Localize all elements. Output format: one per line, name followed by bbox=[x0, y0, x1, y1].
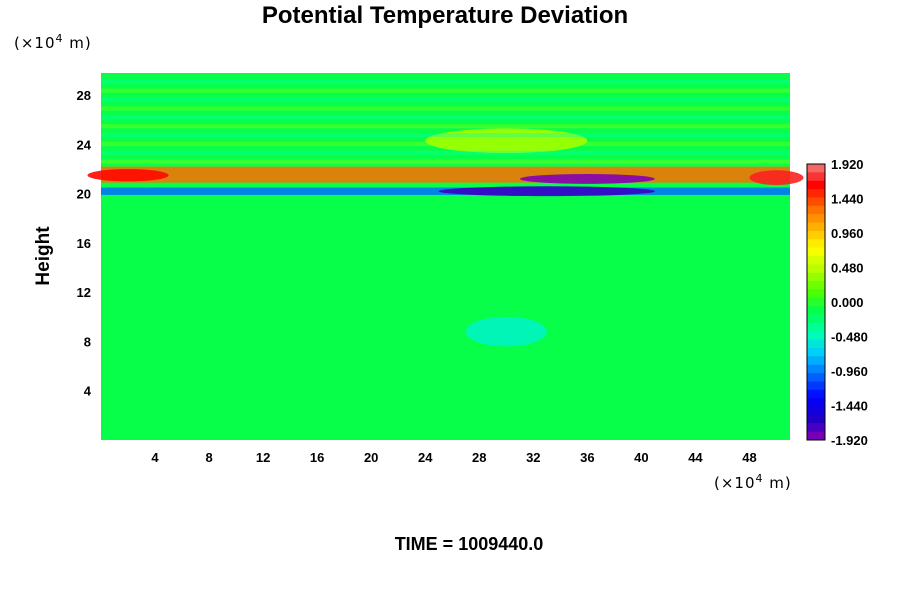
x-tick-label: 40 bbox=[634, 450, 648, 465]
time-label: TIME = 1009440.0 bbox=[395, 534, 544, 554]
colorbar-segment bbox=[807, 381, 825, 391]
colorbar-segment bbox=[807, 256, 825, 265]
field-anomaly bbox=[749, 170, 804, 186]
field-anomaly bbox=[519, 173, 655, 184]
colorbar-label: 0.960 bbox=[831, 226, 864, 241]
x-axis-ticks: 4 8 12 16 20 24 28 32 36 40 44 48 bbox=[151, 450, 756, 465]
y-tick-label: 12 bbox=[77, 285, 91, 300]
colorbar-segment bbox=[807, 164, 825, 173]
y-tick-label: 16 bbox=[77, 236, 91, 251]
upper-ripples bbox=[101, 79, 790, 164]
x-tick-label: 8 bbox=[205, 450, 212, 465]
colorbar-segment bbox=[807, 230, 825, 240]
plot-area bbox=[87, 73, 804, 440]
colorbar-segment bbox=[807, 264, 825, 274]
colorbar-segment bbox=[807, 180, 825, 190]
colorbar-segment bbox=[807, 189, 825, 198]
y-tick-label: 28 bbox=[77, 88, 91, 103]
colorbar-segment bbox=[807, 373, 825, 382]
colorbar-segment bbox=[807, 331, 825, 341]
y-tick-label: 20 bbox=[77, 187, 91, 202]
colorbar-segment bbox=[807, 423, 825, 433]
field-band bbox=[101, 166, 790, 183]
colorbar-segment bbox=[807, 348, 825, 357]
y-axis-ticks: 4 8 12 16 20 24 28 bbox=[77, 88, 92, 399]
x-tick-label: 12 bbox=[256, 450, 270, 465]
x-tick-label: 24 bbox=[418, 450, 433, 465]
colorbar-segment bbox=[807, 322, 825, 332]
colorbar-label: -0.480 bbox=[831, 330, 868, 345]
colorbar-segment bbox=[807, 356, 825, 366]
x-axis-unit: (×104 m) bbox=[714, 472, 792, 492]
colorbar-segment bbox=[807, 214, 825, 223]
colorbar-label: 1.920 bbox=[831, 157, 864, 172]
colorbar-segment bbox=[807, 281, 825, 290]
colorbar-segment bbox=[807, 398, 825, 407]
field-anomaly bbox=[425, 128, 588, 154]
ripple-stripe bbox=[101, 124, 790, 129]
colorbar-segment bbox=[807, 431, 825, 441]
colorbar-segment bbox=[807, 272, 825, 282]
colorbar-segment bbox=[807, 239, 825, 249]
x-tick-label: 4 bbox=[151, 450, 159, 465]
ripple-stripe bbox=[101, 106, 790, 111]
ripple-stripe bbox=[101, 88, 790, 93]
x-tick-label: 44 bbox=[688, 450, 703, 465]
field-anomaly bbox=[438, 186, 655, 197]
ripple-stripe bbox=[101, 159, 790, 164]
colorbar: 1.920 1.440 0.960 0.480 0.000 -0.480 -0.960 -1.… bbox=[806, 157, 868, 448]
y-tick-label: 24 bbox=[77, 137, 92, 152]
y-axis-label: Height bbox=[33, 226, 54, 286]
colorbar-segment bbox=[807, 222, 825, 232]
colorbar-segment bbox=[807, 297, 825, 307]
colorbar-segment bbox=[807, 289, 825, 299]
ripple-stripe bbox=[101, 133, 790, 138]
colorbar-segment bbox=[807, 414, 825, 424]
colorbar-label: -0.960 bbox=[831, 364, 868, 379]
colorbar-segment bbox=[807, 406, 825, 416]
ripple-stripe bbox=[101, 97, 790, 102]
ripple-stripe bbox=[101, 79, 790, 84]
colorbar-segment bbox=[807, 314, 825, 324]
ripple-stripe bbox=[101, 141, 790, 146]
ripple-stripe bbox=[101, 150, 790, 155]
colorbar-label: 0.480 bbox=[831, 261, 864, 276]
x-tick-label: 48 bbox=[742, 450, 756, 465]
x-tick-label: 32 bbox=[526, 450, 540, 465]
field-anomaly bbox=[87, 169, 169, 182]
x-tick-label: 20 bbox=[364, 450, 378, 465]
x-tick-label: 28 bbox=[472, 450, 486, 465]
temperature-field bbox=[87, 128, 804, 347]
colorbar-segment bbox=[807, 197, 825, 207]
y-tick-label: 4 bbox=[84, 384, 92, 399]
field-anomaly bbox=[465, 316, 547, 347]
colorbar-segment bbox=[807, 205, 825, 215]
colorbar-label: -1.440 bbox=[831, 399, 868, 414]
y-axis-unit: (×104 m) bbox=[14, 32, 92, 52]
colorbar-label: 1.440 bbox=[831, 192, 864, 207]
colorbar-label: -1.920 bbox=[831, 433, 868, 448]
colorbar-segment bbox=[807, 389, 825, 399]
colorbar-segment bbox=[807, 172, 825, 182]
x-tick-label: 16 bbox=[310, 450, 324, 465]
ripple-stripe bbox=[101, 115, 790, 120]
colorbar-label: 0.000 bbox=[831, 295, 864, 310]
chart-title: Potential Temperature Deviation bbox=[262, 2, 628, 29]
colorbar-frame bbox=[806, 163, 826, 441]
colorbar-segment bbox=[807, 364, 825, 374]
colorbar-segment bbox=[807, 247, 825, 257]
y-tick-label: 8 bbox=[84, 334, 91, 349]
x-tick-label: 36 bbox=[580, 450, 594, 465]
colorbar-segment bbox=[807, 339, 825, 349]
colorbar-segment bbox=[807, 306, 825, 315]
